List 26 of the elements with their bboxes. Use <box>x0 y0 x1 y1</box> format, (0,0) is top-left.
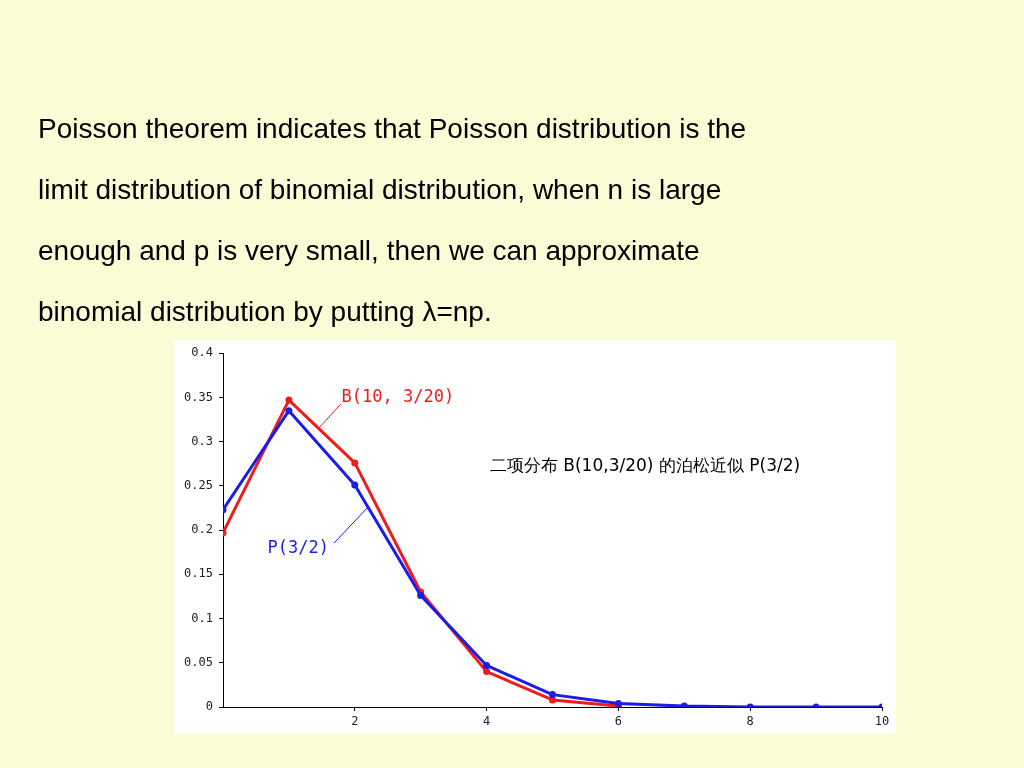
x-tick-label: 8 <box>746 714 754 729</box>
y-tick-label: 0.35 <box>184 389 213 404</box>
y-tick-label: 0.05 <box>184 654 213 669</box>
annotation: 二项分布 B(10,3/20) 的泊松近似 P(3/2) <box>489 454 801 475</box>
y-tick-label: 0.4 <box>191 345 213 360</box>
y-tick-label: 0.1 <box>191 610 213 625</box>
y-tick-label: 0.15 <box>184 566 213 581</box>
series-label: B(10, 3/20) <box>341 385 455 406</box>
point <box>549 691 556 699</box>
x-tick-label: 10 <box>874 714 890 729</box>
point <box>351 459 359 467</box>
text: P(3/2) <box>267 536 329 557</box>
x-tick-label: 4 <box>482 714 491 729</box>
point <box>285 396 293 404</box>
y-tick-label: 0.2 <box>191 522 213 537</box>
point <box>351 481 359 489</box>
point <box>417 592 425 600</box>
y-tick-label: 0.3 <box>191 433 213 448</box>
y-tick-label: 0.25 <box>184 478 213 492</box>
x-tick-label: 6 <box>614 714 623 729</box>
point <box>483 668 491 676</box>
point <box>483 661 491 669</box>
x-tick-label: 2 <box>351 714 359 729</box>
point <box>285 407 293 415</box>
chart-title: Poisson theorem indicates that Poisson distribution is the limit distribution of binomial distribution, when n is large enough and p is very small, then we can approximate binomial distribution by putting λ=np. <box>38 112 748 329</box>
y-tick-label: 0 <box>205 699 213 714</box>
